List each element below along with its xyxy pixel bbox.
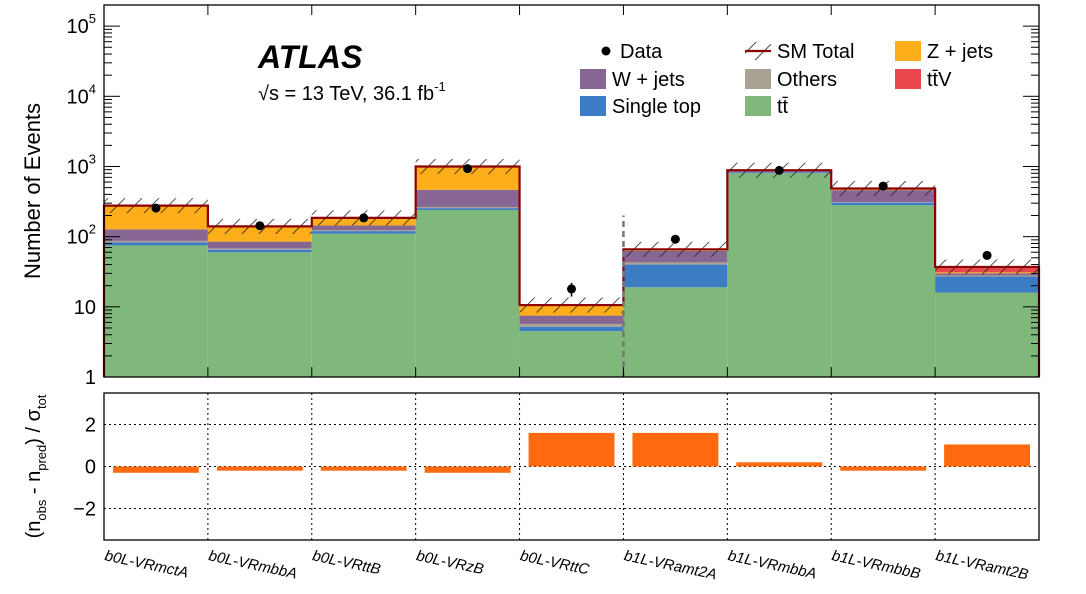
ratio-axis-label: (nobs - npred) / σtot <box>23 394 49 538</box>
stack-segment <box>207 249 312 253</box>
y-tick-exponent: 4 <box>89 81 96 96</box>
y-tick-exponent: 3 <box>89 151 96 166</box>
data-point <box>567 284 576 294</box>
legend-label: Data <box>620 41 663 63</box>
x-category-label: b0L-VRttB <box>311 547 382 578</box>
y-tick-label: 104 <box>67 81 96 108</box>
ratio-panel: −2 0 2 (nobs - npred) / σtot <box>23 392 1040 541</box>
stack-segment <box>623 262 728 265</box>
data-point <box>151 203 161 213</box>
stack-segment <box>311 225 416 231</box>
legend-swatch <box>580 96 606 116</box>
ratio-bar <box>840 466 927 471</box>
y-tick-label: 1 <box>85 367 96 389</box>
legend-data-marker <box>601 46 611 56</box>
ratio-bar <box>528 432 615 467</box>
stack-segment <box>104 229 208 241</box>
y-tick-label: 102 <box>67 222 96 249</box>
y-tick-exponent: 5 <box>89 11 96 26</box>
legend-swatch <box>580 69 606 89</box>
ratio-label-sub: obs <box>34 499 49 520</box>
ratio-bar <box>424 466 511 473</box>
legend-label: Z + jets <box>927 41 993 63</box>
x-category-label: b1L-VRmbbB <box>830 547 922 582</box>
legend-label: tt̄V <box>927 69 952 91</box>
stack-segment <box>311 231 416 234</box>
ratio-label-part: ) / σ <box>23 408 45 444</box>
x-category-label: b1L-VRamt2A <box>623 547 719 583</box>
stack-segment <box>623 287 728 377</box>
stack-segment <box>935 292 1039 377</box>
stack-segment <box>311 233 416 377</box>
y-tick-label: 103 <box>67 151 96 178</box>
stack-segment <box>207 252 312 377</box>
data-point <box>982 250 992 260</box>
ratio-bar <box>944 444 1030 467</box>
x-category-label: b0L-VRzB <box>415 547 485 578</box>
luminosity-exponent: -1 <box>434 79 446 94</box>
ratio-bar <box>216 466 303 471</box>
x-category-label: b0L-VRmbbA <box>207 547 299 582</box>
stack-segment <box>104 240 208 243</box>
data-point <box>463 164 473 174</box>
y-tick-exponent: 2 <box>89 222 96 237</box>
ratio-bar <box>736 462 823 467</box>
stack-segment <box>311 230 416 232</box>
stack-segment <box>623 264 728 288</box>
x-category-label: b1L-VRmbbA <box>726 547 818 582</box>
legend-label: tt̄ <box>777 96 789 118</box>
stack-segment <box>415 208 520 210</box>
ratio-tick-label: 0 <box>85 457 96 479</box>
data-point <box>774 165 784 175</box>
stack-segment <box>415 189 520 207</box>
legend-label: SM Total <box>777 41 854 63</box>
ratio-label-sub: tot <box>34 394 49 409</box>
ratio-tick-label: −2 <box>73 499 96 521</box>
stack-segment <box>415 206 520 209</box>
stack-segment <box>519 326 624 332</box>
data-point <box>359 213 369 223</box>
legend-swatch <box>895 41 921 61</box>
legend-label: Others <box>777 69 837 91</box>
data-point <box>255 221 265 231</box>
stack-segment <box>104 245 208 377</box>
legend-swatch <box>745 96 771 116</box>
y-tick-label: 105 <box>67 11 96 38</box>
ratio-label-part: - n <box>23 471 45 500</box>
experiment-label: ATLAS <box>257 39 363 75</box>
stack-segment <box>935 276 1039 293</box>
ratio-bar <box>113 466 199 473</box>
main-panel: 1 10 102 103 104 105 <box>67 4 1041 389</box>
ratio-bar <box>320 466 407 471</box>
stack-segment <box>207 241 312 249</box>
energy-label: √s = 13 TeV, 36.1 fb-1 <box>258 79 446 105</box>
ratio-label-sub: pred <box>34 445 49 471</box>
legend-swatch <box>745 69 771 89</box>
sm-total-line <box>102 165 1041 377</box>
data-point <box>878 181 888 191</box>
data-point <box>670 234 680 244</box>
stack-segment <box>935 275 1039 277</box>
ratio-bar <box>632 432 719 467</box>
y-tick-label: 10 <box>74 297 96 319</box>
stack-segment <box>207 248 312 250</box>
ratio-tick-label: 2 <box>85 415 96 437</box>
x-category-label: b1L-VRamt2B <box>934 547 1030 583</box>
main-frame <box>103 4 1040 378</box>
stack-segment <box>519 315 624 324</box>
stack-segment <box>519 323 624 327</box>
stack-segment <box>831 202 936 206</box>
stack-segment <box>415 209 520 377</box>
x-category-label: b0L-VRttC <box>519 547 591 578</box>
legend-swatch <box>895 69 921 89</box>
stack-segment <box>727 173 832 377</box>
x-category-label: b0L-VRmctA <box>103 547 190 581</box>
stack-segment <box>831 205 936 377</box>
stack-segment <box>519 331 624 377</box>
legend-label: W + jets <box>612 69 685 91</box>
stack-segment <box>104 242 208 246</box>
y-axis-label: Number of Events <box>20 103 45 279</box>
legend-label: Single top <box>612 96 701 118</box>
